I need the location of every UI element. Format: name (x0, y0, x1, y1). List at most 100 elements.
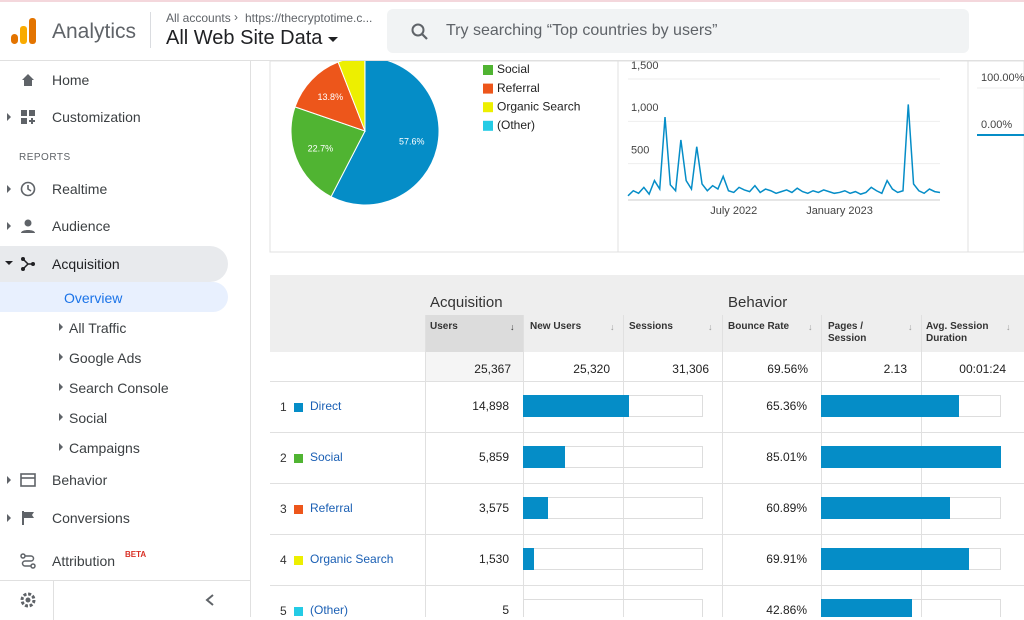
expand[interactable] (59, 413, 63, 421)
data-table: Acquisition Behavior Users New Users Ses… (270, 275, 1024, 617)
chevron: › (234, 10, 238, 24)
nav-overview[interactable]: Overview (64, 290, 122, 306)
nav-social[interactable]: Social (69, 410, 107, 426)
nav-audience[interactable]: Audience (52, 218, 110, 234)
table-header (270, 275, 1024, 352)
conversions-icon (20, 510, 36, 526)
total-new-users: 25,320 (520, 362, 610, 376)
sort-indicator[interactable]: ↓ (510, 322, 515, 332)
search-placeholder: Try searching “Top countries by users” (446, 22, 718, 40)
column-header[interactable]: Bounce Rate (728, 321, 803, 333)
users-value: 3,575 (409, 501, 509, 515)
channel-link[interactable]: (Other) (310, 603, 348, 617)
y-tick-label: 500 (631, 145, 649, 157)
group-header: Behavior (728, 294, 787, 311)
group-header: Acquisition (430, 294, 503, 311)
channel-link[interactable]: Organic Search (310, 552, 393, 566)
color-swatch (294, 403, 303, 412)
product-name: Analytics (52, 20, 136, 44)
expand[interactable] (59, 383, 63, 391)
realtime-icon (20, 181, 36, 197)
y-tick-label: 1,000 (631, 102, 659, 114)
y-tick-label: 100.00% (981, 72, 1024, 84)
bar-track (523, 497, 703, 519)
nav-customization[interactable]: Customization (52, 109, 141, 125)
expand[interactable] (59, 353, 63, 361)
channel-link[interactable]: Direct (310, 399, 341, 413)
slice-label: 13.8% (318, 92, 344, 102)
nav-home[interactable]: Home (52, 72, 89, 88)
sort-indicator[interactable]: ↓ (610, 322, 615, 332)
search-box[interactable]: Try searching “Top countries by users” (387, 9, 969, 53)
expand[interactable] (59, 323, 63, 331)
beta-badge: BETA (125, 550, 146, 559)
column-header[interactable]: Sessions (629, 321, 704, 333)
total-sessions: 31,306 (619, 362, 709, 376)
bounce-value: 42.86% (707, 603, 807, 617)
view-selector[interactable]: All Web Site Data (166, 27, 322, 50)
nav-all-traffic[interactable]: All Traffic (69, 320, 126, 336)
column-header[interactable]: Pages / Session (828, 321, 888, 345)
column-header[interactable]: Avg. Session Duration (926, 321, 1001, 345)
rank: 3 (280, 502, 287, 516)
dropdown-caret[interactable] (328, 37, 338, 42)
nav-conversions[interactable]: Conversions (52, 510, 130, 526)
column-divider (722, 315, 723, 617)
bounce-bar (821, 497, 950, 519)
bounce-value: 85.01% (707, 450, 807, 464)
channel-link[interactable]: Referral (310, 501, 353, 515)
expand[interactable] (7, 476, 11, 484)
users-value: 1,530 (409, 552, 509, 566)
total-duration: 00:01:24 (916, 362, 1006, 376)
channel-link[interactable]: Social (310, 450, 343, 464)
separator (0, 580, 250, 581)
collapse-sidebar[interactable] (204, 593, 216, 607)
nav-acquisition[interactable]: Acquisition (52, 256, 120, 272)
users-bar (523, 497, 548, 519)
collapse[interactable] (5, 261, 13, 265)
search-icon (411, 23, 429, 41)
color-swatch (294, 556, 303, 565)
bar-track (523, 548, 703, 570)
property[interactable]: https://thecryptotime.c... (245, 11, 372, 25)
settings-icon[interactable] (19, 591, 37, 609)
expand[interactable] (59, 443, 63, 451)
column-header[interactable]: Users (430, 321, 505, 333)
expand[interactable] (7, 222, 11, 230)
column-header[interactable]: New Users (530, 321, 605, 333)
section-label: REPORTS (19, 152, 71, 163)
row-divider (270, 483, 1024, 484)
nav-attribution[interactable]: Attribution (52, 553, 115, 569)
sort-indicator[interactable]: ↓ (908, 322, 913, 332)
logo-bar (20, 26, 27, 44)
expand[interactable] (7, 113, 11, 121)
sort-indicator[interactable]: ↓ (708, 322, 713, 332)
total-bounce-rate: 69.56% (718, 362, 808, 376)
color-swatch (294, 607, 303, 616)
nav-google-ads[interactable]: Google Ads (69, 350, 141, 366)
x-tick-label: January 2023 (806, 205, 873, 217)
separator (53, 580, 54, 620)
row-divider (270, 585, 1024, 586)
sidebar: Home Customization REPORTS Realtime Audi… (0, 61, 251, 617)
color-swatch (294, 505, 303, 514)
sort-indicator[interactable]: ↓ (808, 322, 813, 332)
bounce-value: 65.36% (707, 399, 807, 413)
breadcrumb[interactable]: All accounts (166, 11, 231, 25)
users-bar (523, 395, 629, 417)
nav-search-console[interactable]: Search Console (69, 380, 169, 396)
y-tick-label: 0.00% (981, 119, 1012, 131)
nav-realtime[interactable]: Realtime (52, 181, 107, 197)
nav-campaigns[interactable]: Campaigns (69, 440, 140, 456)
bounce-bar (821, 548, 969, 570)
header: Analytics All accounts › https://thecryp… (0, 0, 1024, 61)
expand[interactable] (7, 185, 11, 193)
nav-behavior[interactable]: Behavior (52, 472, 107, 488)
users-bar (523, 548, 534, 570)
expand[interactable] (7, 514, 11, 522)
sort-indicator[interactable]: ↓ (1006, 322, 1011, 332)
row-divider (270, 432, 1024, 433)
bounce-bar (821, 446, 1001, 468)
users-bar (523, 446, 565, 468)
